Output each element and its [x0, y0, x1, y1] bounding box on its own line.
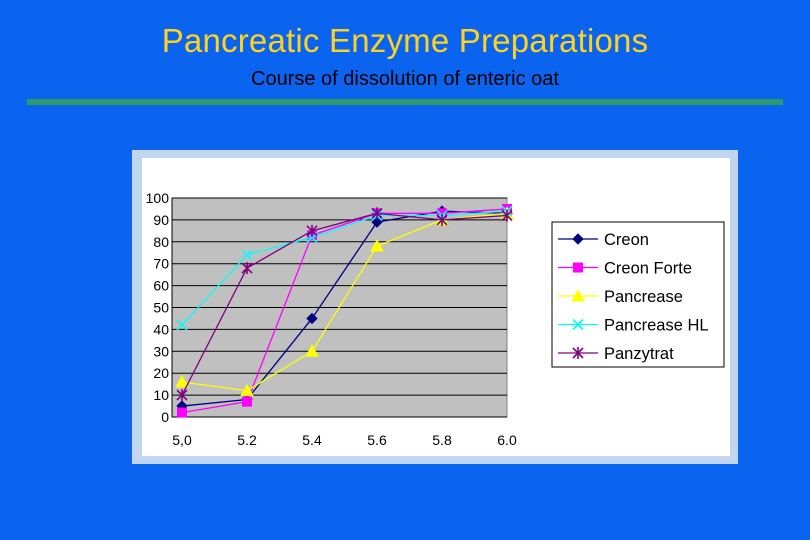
x-tick-label: 5,0	[172, 432, 192, 448]
data-point-creon	[371, 216, 383, 228]
series-line-panzytrat	[181, 212, 508, 396]
data-point-pancrease-hl	[176, 319, 188, 331]
data-point-pancrease	[370, 239, 384, 252]
data-point-pancrease	[305, 344, 319, 357]
data-point-panzytrat	[371, 207, 383, 220]
legend-marker-pancrease	[571, 288, 585, 302]
y-tick-label: 10	[153, 387, 169, 403]
data-point-creon	[306, 312, 318, 325]
legend-label-pancrease: Pancrease	[604, 288, 683, 306]
slide-title: Pancreatic Enzyme Preparations	[161, 22, 649, 59]
y-tick-label: 50	[153, 300, 169, 316]
data-point-creon-forte	[177, 407, 187, 418]
y-tick-label: 70	[153, 256, 169, 272]
x-tick-label: 5.2	[237, 432, 257, 448]
series-line-creon	[181, 210, 508, 407]
legend-marker-panzytrat	[572, 347, 584, 359]
legend-marker-creon	[572, 233, 584, 245]
x-tick-label: 5.4	[302, 432, 322, 448]
legend-label-creon: Creon	[604, 231, 649, 249]
title-divider	[27, 99, 783, 105]
y-tick-label: 100	[146, 190, 170, 206]
legend-label-pancrease-hl: Pancrease HL	[604, 317, 709, 335]
data-point-pancrease	[240, 383, 254, 397]
series-line-creon-forte	[181, 208, 508, 414]
x-tick-label: 5.8	[432, 432, 452, 448]
x-tick-label: 6.0	[497, 432, 517, 448]
y-tick-label: 0	[161, 409, 169, 425]
y-tick-label: 40	[153, 321, 169, 337]
y-tick-label: 80	[153, 234, 169, 250]
y-tick-label: 20	[153, 365, 169, 381]
legend-marker-creon-forte	[573, 262, 583, 273]
y-tick-label: 60	[153, 278, 169, 294]
data-point-pancrease	[175, 374, 189, 388]
data-point-panzytrat	[241, 262, 253, 275]
slide-subtitle: Course of dissolution of enteric oat	[251, 68, 559, 90]
legend-label-panzytrat: Panzytrat	[604, 345, 674, 363]
data-point-panzytrat	[306, 224, 318, 237]
data-point-creon-forte	[242, 396, 252, 407]
data-point-panzytrat	[176, 389, 188, 402]
data-point-panzytrat	[436, 213, 448, 226]
legend-marker-pancrease-hl	[572, 318, 584, 331]
y-tick-label: 30	[153, 343, 169, 359]
data-point-panzytrat	[501, 209, 513, 222]
x-tick-label: 5.6	[367, 432, 387, 448]
legend-label-creon-forte: Creon Forte	[604, 260, 692, 278]
data-point-pancrease-hl	[241, 249, 253, 261]
series-line-pancrease-hl	[181, 210, 508, 326]
y-tick-label: 90	[153, 212, 169, 228]
